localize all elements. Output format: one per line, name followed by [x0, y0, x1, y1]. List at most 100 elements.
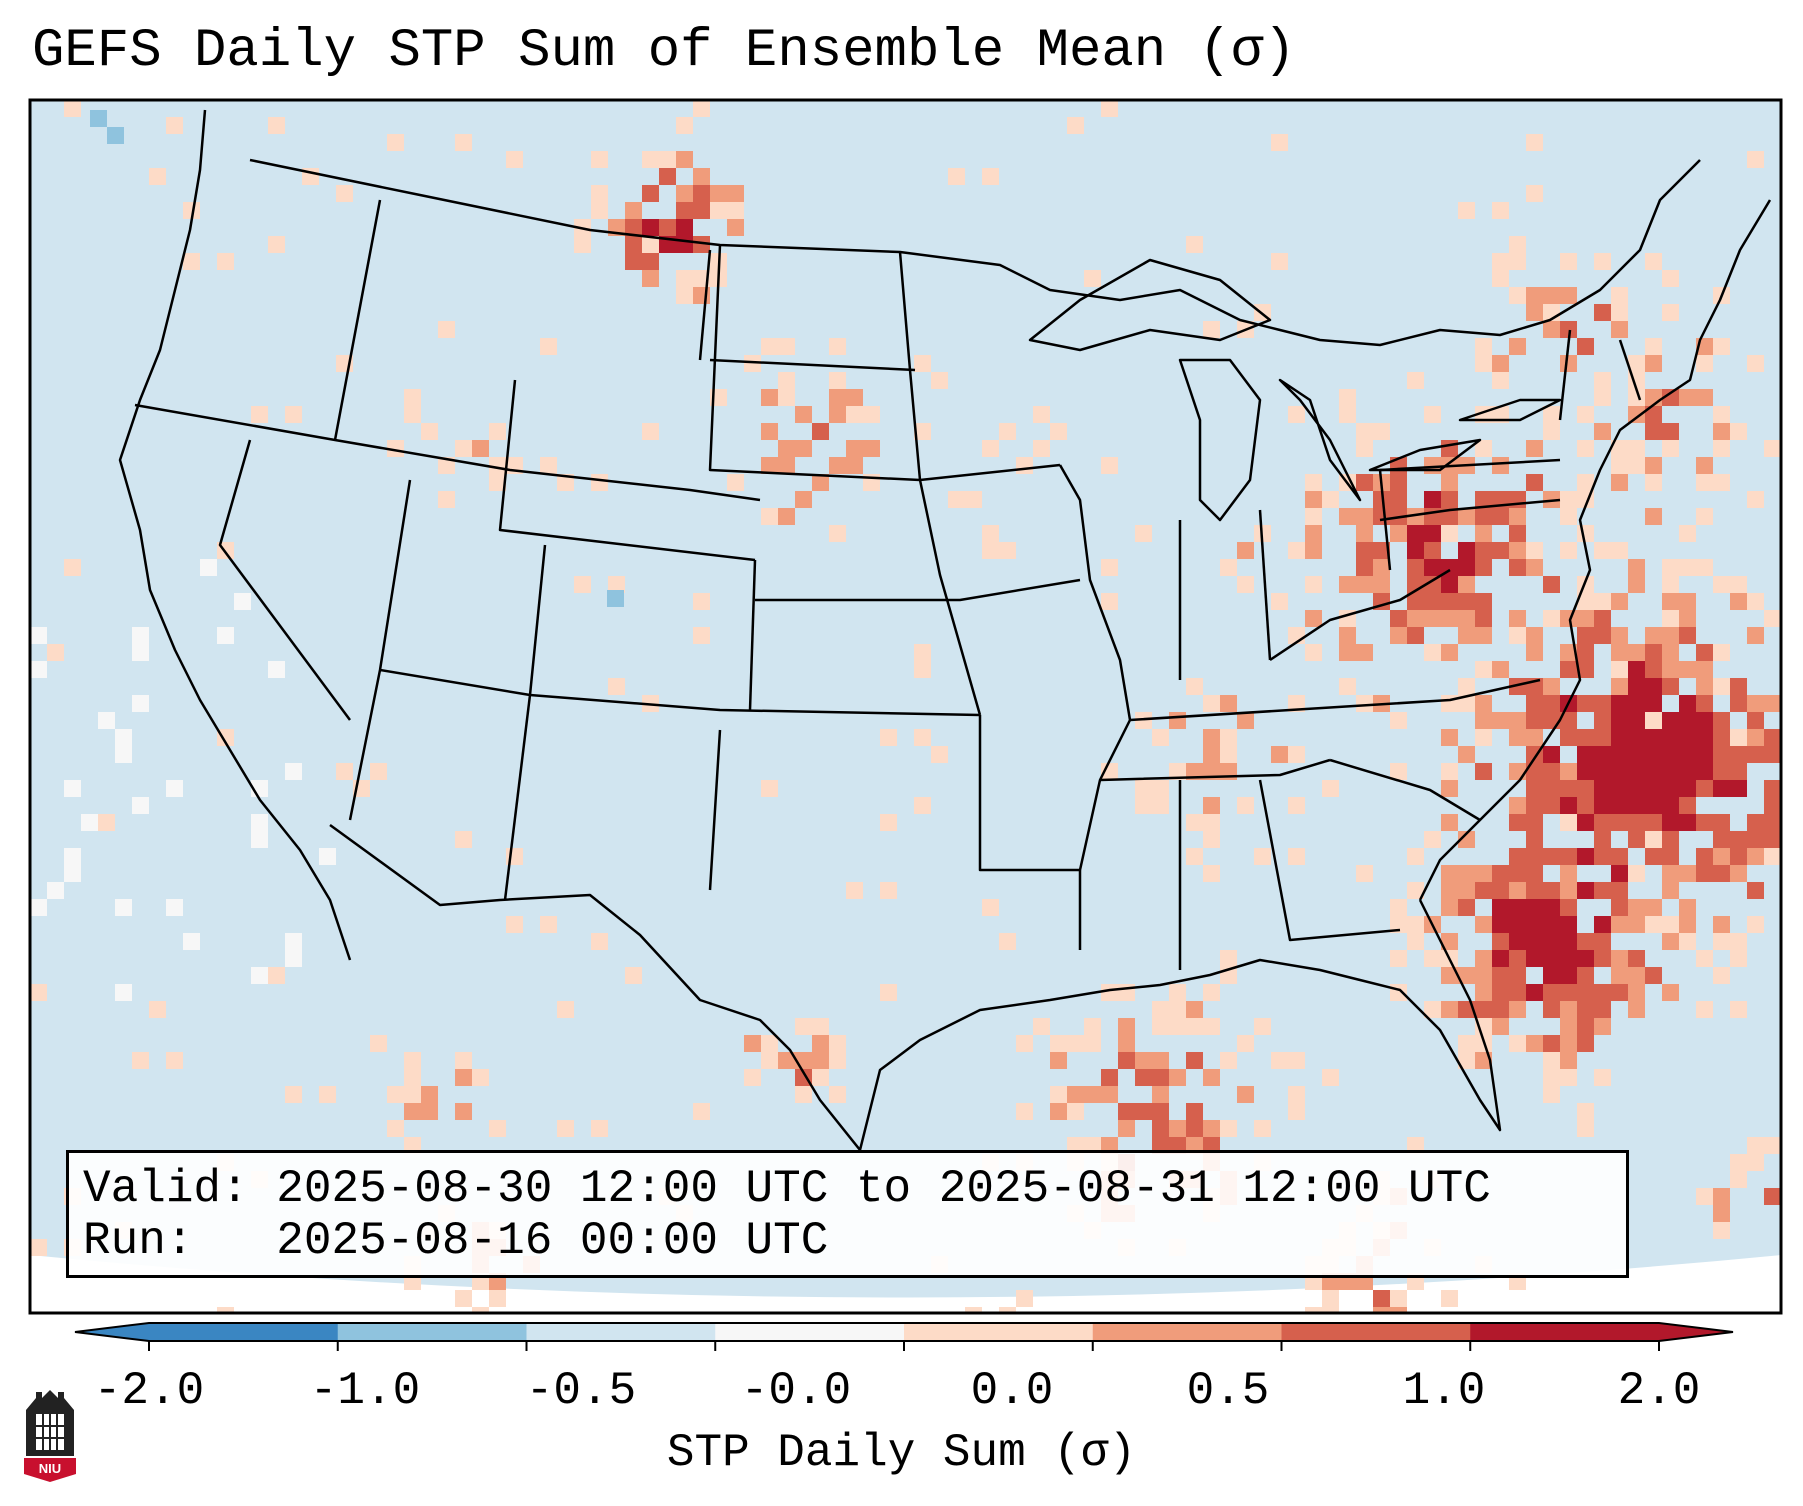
anomaly-cell: [1577, 1103, 1594, 1120]
anomaly-cell: [1526, 440, 1543, 457]
anomaly-cell: [1186, 1137, 1203, 1154]
anomaly-cell: [676, 151, 693, 168]
anomaly-cell: [999, 423, 1016, 440]
anomaly-cell: [404, 1086, 421, 1103]
anomaly-cell: [982, 440, 999, 457]
anomaly-cell: [1696, 865, 1713, 882]
anomaly-cell: [1611, 848, 1628, 865]
anomaly-cell: [761, 780, 778, 797]
anomaly-cell: [285, 933, 302, 950]
anomaly-cell: [1696, 389, 1713, 406]
anomaly-cell: [47, 882, 64, 899]
anomaly-cell: [1577, 525, 1594, 542]
anomaly-cell: [1560, 287, 1577, 304]
anomaly-cell: [319, 848, 336, 865]
anomaly-cell: [829, 525, 846, 542]
anomaly-cell: [1373, 559, 1390, 576]
anomaly-cell: [98, 712, 115, 729]
anomaly-cell: [132, 627, 149, 644]
valid-line: Valid: 2025-08-30 12:00 UTC to 2025-08-3…: [83, 1163, 1491, 1215]
anomaly-cell: [1186, 763, 1203, 780]
anomaly-cell: [1356, 440, 1373, 457]
map-background: [30, 100, 1781, 1298]
anomaly-cell: [693, 185, 710, 202]
anomaly-cell: [1509, 882, 1526, 899]
anomaly-cell: [659, 219, 676, 236]
anomaly-cell: [1220, 559, 1237, 576]
anomaly-cell: [880, 814, 897, 831]
colorbar-tick-label: 0.5: [1186, 1365, 1270, 1417]
anomaly-cell: [1152, 729, 1169, 746]
colorbar-tick-label: 0.0: [970, 1365, 1054, 1417]
info-box: Valid: 2025-08-30 12:00 UTC to 2025-08-3…: [66, 1150, 1629, 1278]
anomaly-cell: [1628, 831, 1645, 848]
anomaly-cell: [1390, 763, 1407, 780]
anomaly-cell: [1543, 967, 1560, 984]
anomaly-cell: [1237, 797, 1254, 814]
anomaly-cell: [1203, 797, 1220, 814]
anomaly-cell: [1594, 627, 1611, 644]
anomaly-cell: [1594, 1001, 1611, 1018]
anomaly-cell: [1033, 1018, 1050, 1035]
anomaly-cell: [1509, 253, 1526, 270]
anomaly-cell: [1458, 678, 1475, 695]
anomaly-cell: [1492, 457, 1509, 474]
anomaly-cell: [1628, 899, 1645, 916]
anomaly-cell: [1067, 1137, 1084, 1154]
anomaly-cell: [1475, 865, 1492, 882]
anomaly-cell: [1679, 627, 1696, 644]
anomaly-cell: [1441, 933, 1458, 950]
anomaly-cell: [1560, 848, 1577, 865]
anomaly-cell: [1152, 1137, 1169, 1154]
anomaly-cell: [1611, 287, 1628, 304]
anomaly-cell: [1543, 882, 1560, 899]
anomaly-cell: [1458, 899, 1475, 916]
anomaly-cell: [1543, 950, 1560, 967]
anomaly-cell: [642, 185, 659, 202]
anomaly-cell: [1424, 491, 1441, 508]
anomaly-cell: [829, 389, 846, 406]
anomaly-cell: [1475, 661, 1492, 678]
anomaly-cell: [1356, 525, 1373, 542]
anomaly-cell: [1628, 712, 1645, 729]
anomaly-cell: [1543, 797, 1560, 814]
anomaly-cell: [1407, 372, 1424, 389]
anomaly-cell: [1424, 576, 1441, 593]
anomaly-cell: [1373, 542, 1390, 559]
valid-value: 2025-08-30 12:00 UTC to 2025-08-31 12:00…: [276, 1163, 1491, 1215]
anomaly-cell: [914, 423, 931, 440]
anomaly-cell: [1475, 950, 1492, 967]
anomaly-cell: [1594, 1069, 1611, 1086]
anomaly-cell: [1628, 1001, 1645, 1018]
anomaly-cell: [1611, 746, 1628, 763]
anomaly-cell: [1152, 1052, 1169, 1069]
anomaly-cell: [1713, 576, 1730, 593]
anomaly-cell: [1560, 933, 1577, 950]
anomaly-cell: [1645, 678, 1662, 695]
anomaly-cell: [1424, 831, 1441, 848]
anomaly-cell: [1135, 780, 1152, 797]
anomaly-cell: [1407, 627, 1424, 644]
anomaly-cell: [1696, 746, 1713, 763]
anomaly-cell: [1509, 797, 1526, 814]
anomaly-cell: [982, 168, 999, 185]
anomaly-cell: [1543, 423, 1560, 440]
anomaly-cell: [1713, 831, 1730, 848]
anomaly-cell: [642, 270, 659, 287]
anomaly-cell: [1713, 814, 1730, 831]
anomaly-cell: [1543, 678, 1560, 695]
anomaly-cell: [1033, 440, 1050, 457]
anomaly-cell: [1220, 1052, 1237, 1069]
anomaly-cell: [1543, 406, 1560, 423]
anomaly-cell: [625, 253, 642, 270]
anomaly-cell: [1526, 644, 1543, 661]
anomaly-cell: [1356, 576, 1373, 593]
anomaly-cell: [1543, 576, 1560, 593]
anomaly-cell: [438, 491, 455, 508]
anomaly-cell: [1577, 848, 1594, 865]
anomaly-cell: [1594, 831, 1611, 848]
anomaly-cell: [1254, 1120, 1271, 1137]
anomaly-cell: [1543, 491, 1560, 508]
anomaly-cell: [421, 423, 438, 440]
